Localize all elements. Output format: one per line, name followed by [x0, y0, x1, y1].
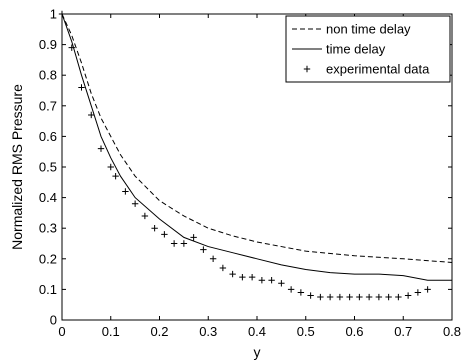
- series-line-time-delay: [61, 13, 452, 281]
- y-tick-label: 0.5: [39, 160, 57, 175]
- data-point-experimental: [239, 273, 246, 281]
- y-tick-label: 0.3: [39, 221, 57, 236]
- y-tick-label: 0.8: [39, 68, 57, 83]
- data-point-experimental: [317, 293, 324, 301]
- data-point-experimental: [404, 292, 412, 299]
- data-point-experimental: [190, 234, 197, 241]
- data-point-experimental: [385, 293, 392, 301]
- x-tick-label: 0.6: [345, 324, 363, 339]
- y-tick-label: 0.6: [39, 129, 57, 144]
- data-point-experimental: [219, 264, 227, 272]
- data-point-experimental: [365, 293, 373, 301]
- x-tick-label: 0.7: [394, 324, 412, 339]
- data-point-experimental: [97, 145, 105, 152]
- data-point-experimental: [112, 172, 119, 180]
- data-point-experimental: [346, 293, 353, 301]
- y-tick-label: 0.2: [39, 251, 57, 266]
- legend-label: experimental data: [326, 62, 430, 77]
- data-point-experimental: [88, 111, 95, 119]
- data-point-experimental: [326, 293, 334, 301]
- y-tick-label: 0.1: [39, 282, 57, 297]
- y-tick-label: 0: [50, 313, 57, 328]
- legend-label: time delay: [326, 42, 386, 57]
- x-tick-label: 0.3: [199, 324, 217, 339]
- data-point-experimental: [395, 293, 402, 301]
- data-point-experimental: [107, 163, 114, 171]
- x-tick-label: 0.1: [102, 324, 120, 339]
- data-point-experimental: [209, 255, 217, 262]
- data-point-experimental: [424, 286, 431, 293]
- data-point-experimental: [180, 240, 188, 247]
- data-point-experimental: [356, 293, 363, 301]
- y-tick-label: 0.7: [39, 98, 57, 113]
- x-tick-label: 0.4: [248, 324, 266, 339]
- data-point-experimental: [414, 289, 422, 296]
- y-axis-label: Normalized RMS Pressure: [9, 84, 25, 250]
- series-line-non-time-delay: [61, 13, 453, 263]
- data-point-experimental: [78, 84, 85, 91]
- data-point-experimental: [375, 293, 383, 301]
- data-point-experimental: [258, 277, 266, 284]
- data-point-experimental: [141, 212, 149, 220]
- y-tick-label: 0.4: [39, 190, 57, 205]
- y-tick-label: 1: [50, 7, 57, 22]
- legend-label: non time delay: [326, 22, 411, 37]
- data-point-experimental: [287, 286, 295, 293]
- data-point-experimental: [170, 240, 178, 247]
- legend-marker-experimental: [303, 65, 311, 73]
- data-point-experimental: [307, 292, 314, 299]
- data-point-experimental: [336, 293, 344, 301]
- x-tick-label: 0.5: [297, 324, 315, 339]
- x-tick-label: 0: [58, 324, 65, 339]
- data-point-experimental: [131, 200, 139, 207]
- data-point-experimental: [268, 277, 275, 284]
- data-point-experimental: [200, 246, 207, 253]
- y-tick-label: 0.9: [39, 37, 57, 52]
- data-point-experimental: [229, 270, 236, 278]
- data-point-experimental: [248, 273, 256, 281]
- data-point-experimental: [297, 289, 305, 296]
- data-point-experimental: [122, 188, 129, 195]
- data-point-experimental: [161, 231, 168, 238]
- data-point-experimental: [278, 280, 285, 287]
- data-point-experimental: [151, 225, 158, 232]
- x-tick-label: 0.2: [150, 324, 168, 339]
- x-axis-label: y: [254, 344, 261, 360]
- data-point-experimental: [68, 44, 75, 51]
- x-tick-label: 0.8: [443, 324, 461, 339]
